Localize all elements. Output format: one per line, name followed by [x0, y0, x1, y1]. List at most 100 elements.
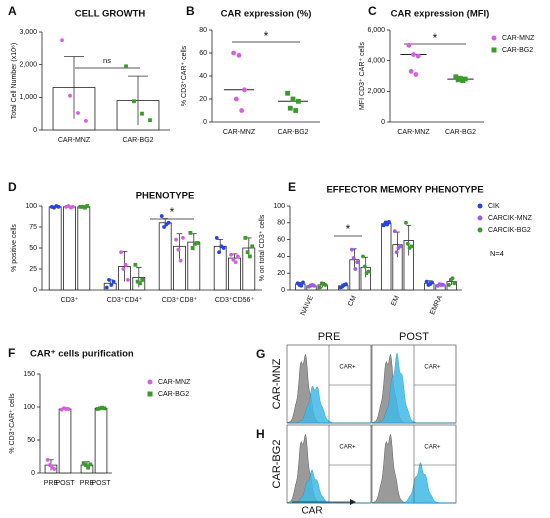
- y-tick-label: 0: [33, 287, 37, 294]
- y-tick-label: 1,000: [19, 94, 37, 101]
- chart-panel: E EFFECTOR MEMORY PHENOTYPE % on total CD3…: [259, 180, 533, 316]
- data-point: [353, 267, 358, 271]
- chart-title: CELL GROWTH: [75, 9, 146, 20]
- panel-letter: A: [8, 4, 17, 18]
- data-point: [102, 406, 107, 411]
- histogram-car: [372, 352, 456, 424]
- annotation: ns: [103, 56, 111, 65]
- data-point: [453, 74, 459, 80]
- data-point: [138, 281, 142, 286]
- y-axis-label: % CD3⁺CAR⁺ cells: [9, 393, 16, 454]
- chart-title: PHENOTYPE: [136, 191, 195, 202]
- x-tick-label: CD3⁺CD8⁺: [162, 297, 198, 304]
- y-tick-label: 100: [273, 203, 285, 210]
- panel-letter: G: [256, 347, 265, 361]
- y-tick-label: 60: [277, 236, 285, 243]
- data-point: [441, 283, 446, 287]
- data-point: [195, 241, 200, 245]
- data-point: [83, 205, 87, 210]
- data-point: [243, 236, 248, 240]
- y-tick-label: 80: [199, 27, 207, 34]
- data-point: [233, 96, 239, 102]
- data-point: [159, 214, 164, 218]
- y-tick-label: 4,000: [367, 58, 385, 65]
- data-point: [460, 78, 466, 83]
- data-point: [452, 281, 457, 286]
- data-point: [66, 407, 71, 411]
- histogram-car: [287, 385, 371, 424]
- data-point: [233, 260, 238, 265]
- x-tick-label: PRE: [80, 480, 95, 487]
- y-tick-label: 80: [277, 220, 285, 227]
- column-header: POST: [399, 331, 429, 343]
- data-point: [104, 285, 109, 290]
- data-point: [124, 64, 128, 69]
- y-tick-label: 50: [29, 245, 37, 252]
- y-tick-label: 50: [27, 437, 35, 444]
- panel-letter: H: [256, 427, 265, 441]
- y-tick-label: 100: [23, 404, 35, 411]
- gate-label: CAR+: [339, 365, 356, 371]
- y-axis-label: MFI CD3⁺ CAR⁺ cells: [359, 41, 366, 110]
- data-point: [318, 285, 322, 290]
- data-point: [52, 467, 57, 471]
- data-point: [406, 42, 412, 48]
- data-point: [239, 108, 245, 113]
- data-point: [301, 280, 305, 285]
- x-arrow-head: [350, 499, 356, 505]
- data-point: [394, 250, 399, 255]
- annotation: N=4: [490, 249, 504, 258]
- x-tick-label: POST: [91, 480, 111, 487]
- legend-label: CARCIK-MNZ: [488, 215, 533, 222]
- data-point: [366, 269, 371, 274]
- y-tick-label: 40: [277, 253, 285, 260]
- data-point: [361, 254, 365, 259]
- data-point: [405, 241, 410, 246]
- data-point: [250, 244, 255, 249]
- bar: [48, 206, 62, 291]
- panel-letter: E: [288, 180, 296, 194]
- chart-panel: C CAR expression (MFI) MFI CD3⁺ CAR⁺ cells…: [359, 4, 535, 136]
- data-point: [181, 236, 185, 240]
- y-axis-label: % CD3⁺CAR⁺ cells: [181, 45, 188, 106]
- data-point: [126, 278, 130, 282]
- data-point: [148, 118, 152, 123]
- data-point: [424, 279, 429, 284]
- bar: [158, 222, 172, 291]
- data-point: [221, 246, 226, 250]
- legend-marker: [491, 47, 497, 53]
- y-tick-label: 6,000: [367, 27, 385, 34]
- y-axis-label: Total Cell Number (x10⁶): [11, 43, 18, 119]
- legend-marker: [147, 379, 153, 385]
- data-point: [133, 262, 138, 267]
- data-point: [398, 244, 403, 249]
- chart-title: CAR⁺ cells purification: [30, 349, 134, 360]
- y-axis-label: % on total CD3⁺ cells: [259, 214, 266, 281]
- annotation: *: [170, 205, 175, 219]
- y-tick-label: 2,000: [19, 62, 37, 69]
- data-point: [349, 247, 354, 252]
- y-tick-label: 0: [33, 127, 37, 134]
- data-point: [95, 407, 100, 411]
- data-point: [97, 406, 102, 411]
- data-point: [121, 267, 126, 271]
- data-point: [229, 252, 233, 257]
- legend-label: CAR-BG2: [502, 47, 533, 54]
- y-tick-label: 20: [277, 270, 285, 277]
- chart-panel: D PHENOTYPE % positive cells 0 25 50 75 100 * CD3…: [8, 180, 262, 304]
- x-tick-label: CAR-MNZ: [223, 129, 256, 136]
- chart-title: CAR expression (%): [221, 9, 312, 20]
- x-tick-label: EMRA: [429, 294, 444, 316]
- data-point: [100, 405, 105, 410]
- data-point: [408, 69, 414, 74]
- y-tick-label: 0: [381, 119, 385, 126]
- x-tick-label: CM: [347, 295, 358, 308]
- data-point: [176, 247, 181, 252]
- y-tick-label: 0: [203, 119, 207, 126]
- bar: [63, 206, 76, 291]
- y-tick-label: 100: [25, 203, 37, 210]
- data-point: [455, 77, 461, 83]
- data-point: [450, 276, 455, 281]
- data-point: [107, 278, 111, 282]
- data-point: [293, 108, 299, 113]
